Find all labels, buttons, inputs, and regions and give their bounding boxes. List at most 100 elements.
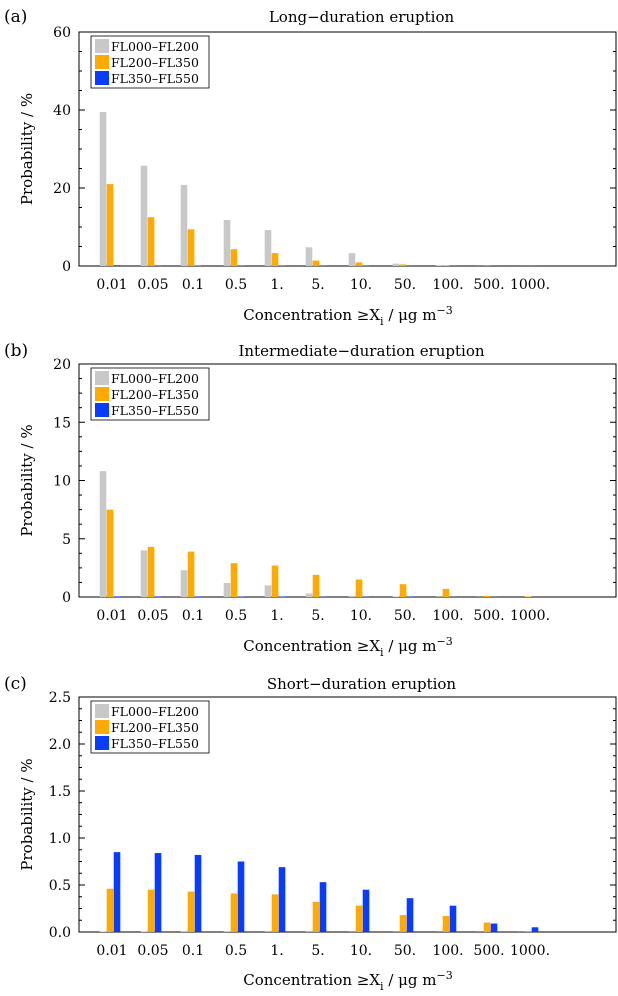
x-tick-label: 500. [473,608,504,624]
bar-2-7 [355,905,363,932]
chart-panel-b: (b) Intermediate−duration eruption 0 5 10 15 2… [4,341,617,659]
bar-2-9 [442,916,450,932]
x-tick-label: 1000. [510,608,550,624]
x-tick-label: 0.01 [96,943,127,959]
x-tick-label: 50. [394,277,416,293]
bar-3-6 [319,882,327,932]
bar-2-4 [230,563,238,597]
x-label-sub: i [380,646,384,659]
y-tick-label: 0 [62,259,71,275]
bar-3-3 [194,854,202,932]
y-tick-label: 2.5 [49,690,71,706]
legend-box [90,35,210,89]
x-tick-label: 5. [311,608,324,624]
bar-3-2 [154,596,162,597]
bar-3-1 [113,265,121,266]
bar-2-8 [399,915,407,932]
x-tick-label: 0.01 [96,277,127,293]
y-tick-label: 0.0 [49,925,71,941]
y-axis-label: Probability / % [18,93,36,205]
x-tick-label: 5. [311,277,324,293]
y-tick-label: 10 [53,474,71,490]
chart-title: Short−duration eruption [267,675,457,693]
bar-1-1 [99,471,107,597]
x-tick-label: 0.1 [182,943,204,959]
y-tick-label: 1.0 [49,831,71,847]
bar-3-9 [449,905,457,932]
bar-2-5 [271,253,279,266]
x-axis-label: Concentration ≥Xi / μg m−3 [243,304,452,328]
legend-label-2: FL200–FL350 [111,55,199,70]
x-tick-label: 0.05 [137,943,168,959]
bar-2-4 [230,249,238,266]
bar-3-3 [194,596,202,597]
bar-2-1 [106,184,114,266]
legend-swatch-3 [95,403,109,417]
panel-label: (a) [4,7,27,27]
bar-3-8 [406,898,414,932]
bar-1-5 [264,230,272,266]
chart-panel-c: (c) Short−duration eruption 0.0 0.5 1.0 1.5 2.… [4,674,617,993]
x-tick-label: 10. [350,608,372,624]
bar-2-2 [147,889,155,932]
x-tick-label: 500. [473,943,504,959]
legend-label-3: FL350–FL550 [111,71,199,86]
legend-label-1: FL000–FL200 [111,371,199,386]
bar-1-7 [348,595,356,597]
legend-box [90,367,210,421]
x-tick-label: 1. [270,943,283,959]
legend-swatch-3 [95,71,109,85]
x-label-prefix: Concentration ≥X [243,637,380,655]
y-tick-label: 40 [53,103,71,119]
bar-1-4 [223,219,231,266]
y-tick-label: 2.0 [49,737,71,753]
bar-2-2 [147,217,155,266]
bar-2-3 [187,229,195,266]
bar-2-5 [271,565,279,597]
x-tick-label: 0.5 [225,943,247,959]
bar-1-8 [392,263,400,266]
chart-panel-a: (a) Long−duration eruption 0 20 40 60 Probabil… [4,7,617,328]
legend-label-2: FL200–FL350 [111,720,199,735]
x-tick-label: 0.01 [96,608,127,624]
bar-2-1 [106,509,114,597]
x-label-mid: / μg m [384,971,437,989]
x-tick-label: 0.1 [182,608,204,624]
bar-2-11 [524,596,532,597]
x-tick-label: 1. [270,277,283,293]
bar-2-8 [399,264,407,266]
bar-2-9 [442,588,450,597]
bar-2-3 [187,551,195,597]
bar-2-6 [312,260,320,266]
bar-1-3 [180,570,188,597]
x-label-prefix: Concentration ≥X [243,971,380,989]
y-tick-label: 1.5 [49,784,71,800]
bar-2-3 [187,891,195,932]
bar-1-3 [180,184,188,266]
x-tick-label: 10. [350,943,372,959]
bar-2-7 [355,579,363,597]
y-tick-label: 20 [53,181,71,197]
chart-title: Intermediate−duration eruption [238,342,484,360]
x-tick-label: 5. [311,943,324,959]
bar-1-4 [223,583,231,597]
x-tick-label: 1. [270,608,283,624]
legend-label-3: FL350–FL550 [111,736,199,751]
x-axis-label: Concentration ≥Xi / μg m−3 [243,969,452,993]
x-label-sub: i [380,980,384,993]
bar-2-7 [355,262,363,266]
x-tick-label: 1000. [510,277,550,293]
y-tick-label: 15 [53,415,71,431]
legend-swatch-2 [95,55,109,69]
bar-3-10 [490,923,498,932]
legend-swatch-1 [95,704,109,718]
x-axis-label: Concentration ≥Xi / μg m−3 [243,635,452,659]
y-tick-label: 20 [53,357,71,373]
x-label-sup: −3 [437,635,453,648]
legend-swatch-1 [95,371,109,385]
bar-2-6 [312,574,320,597]
bar-2-1 [106,888,114,932]
x-tick-label: 0.05 [137,608,168,624]
chart-title: Long−duration eruption [269,8,455,26]
